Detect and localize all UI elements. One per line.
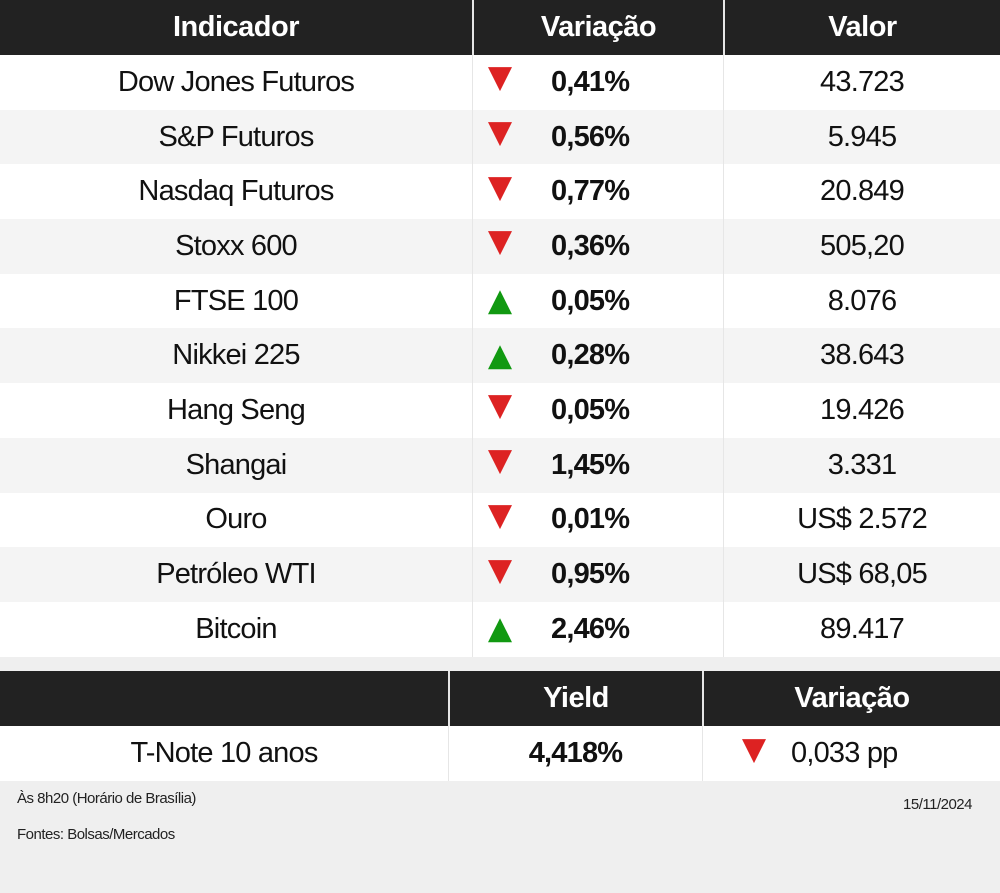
change-cell: 0,28% xyxy=(472,328,723,384)
down-arrow-icon xyxy=(488,176,512,201)
change-cell: 1,45% xyxy=(472,437,723,493)
bond-change-cell: 0,033 pp xyxy=(702,726,1000,781)
table-header: Indicador Variação Valor xyxy=(0,0,1000,55)
bond-name: T-Note 10 anos xyxy=(130,737,318,769)
header-variacao: Variação xyxy=(472,0,723,55)
change-value: 0,05% xyxy=(551,284,630,317)
indicator-name: Dow Jones Futuros xyxy=(117,65,355,98)
change-value: 1,45% xyxy=(551,448,630,481)
indicator-value: 5.945 xyxy=(723,109,1000,165)
change-cell: 0,95% xyxy=(472,547,723,602)
change-value: 0,77% xyxy=(551,175,630,208)
indicator-value: US$ 2.572 xyxy=(723,492,1000,548)
indicator-name: Nikkei 225 xyxy=(172,339,300,372)
bond-yield-table: Yield Variação T-Note 10 anos 4,418% 0,0… xyxy=(0,671,1000,781)
indicator-name: Petróleo WTI xyxy=(156,558,316,591)
down-arrow-icon xyxy=(488,122,512,147)
table-row: Ouro 0,01% US$ 2.572 xyxy=(0,492,1000,548)
table-row: Nikkei 225 0,28% 38.643 xyxy=(0,328,1000,384)
indicator-value: 8.076 xyxy=(723,273,1000,329)
change-cell: 0,01% xyxy=(472,492,723,548)
up-arrow-icon xyxy=(488,618,512,643)
indicator-name: S&P Futuros xyxy=(158,120,314,153)
header-indicador: Indicador xyxy=(172,11,300,43)
indicator-value: 19.426 xyxy=(723,383,1000,438)
table-row: Nasdaq Futuros 0,77% 20.849 xyxy=(0,164,1000,220)
table-row: T-Note 10 anos 4,418% 0,033 pp xyxy=(0,726,1000,781)
change-cell: 0,05% xyxy=(472,383,723,438)
change-cell: 0,05% xyxy=(472,273,723,329)
change-value: 0,05% xyxy=(551,393,630,426)
indicator-value: 89.417 xyxy=(723,601,1000,657)
change-cell: 0,41% xyxy=(472,55,723,110)
change-value: 0,36% xyxy=(551,229,630,262)
bond-yield: 4,418% xyxy=(448,726,702,781)
down-arrow-icon xyxy=(488,67,512,92)
market-indicators-table: Indicador Variação Valor Dow Jones Futur… xyxy=(0,0,1000,657)
down-arrow-icon xyxy=(488,504,512,529)
change-value: 0,56% xyxy=(551,120,630,153)
change-value: 0,01% xyxy=(551,503,630,536)
table-row: Dow Jones Futuros 0,41% 43.723 xyxy=(0,55,1000,110)
down-arrow-icon xyxy=(488,231,512,256)
indicator-value: 505,20 xyxy=(723,219,1000,274)
change-cell: 0,56% xyxy=(472,109,723,165)
change-value: 0,41% xyxy=(551,65,630,98)
change-cell: 0,36% xyxy=(472,219,723,274)
indicator-name: Hang Seng xyxy=(167,393,306,426)
down-arrow-icon xyxy=(488,450,512,475)
table-row: S&P Futuros 0,56% 5.945 xyxy=(0,109,1000,165)
header-variacao: Variação xyxy=(702,671,1000,726)
time-note: Às 8h20 (Horário de Brasília) xyxy=(17,790,196,807)
header-blank xyxy=(0,671,448,726)
table-body: Dow Jones Futuros 0,41% 43.723 S&P Futuros 0… xyxy=(0,55,1000,657)
header-valor: Valor xyxy=(723,0,1000,55)
up-arrow-icon xyxy=(488,344,512,369)
header-yield: Yield xyxy=(448,671,702,726)
indicator-value: 43.723 xyxy=(723,55,1000,110)
down-arrow-icon xyxy=(488,559,512,584)
table-row: Petróleo WTI 0,95% US$ 68,05 xyxy=(0,547,1000,602)
down-arrow-icon xyxy=(742,738,766,763)
date-label: 15/11/2024 xyxy=(903,796,972,813)
table-row: Stoxx 600 0,36% 505,20 xyxy=(0,219,1000,274)
indicator-value: 38.643 xyxy=(723,328,1000,384)
change-value: 0,28% xyxy=(551,339,630,372)
indicator-name: Shangai xyxy=(185,448,288,481)
change-value: 0,95% xyxy=(551,558,630,591)
indicator-name: Nasdaq Futuros xyxy=(138,175,334,208)
change-cell: 0,77% xyxy=(472,164,723,220)
table-row: FTSE 100 0,05% 8.076 xyxy=(0,273,1000,329)
indicator-value: 3.331 xyxy=(723,437,1000,493)
bond-table-header: Yield Variação xyxy=(0,671,1000,726)
indicator-value: US$ 68,05 xyxy=(723,547,1000,602)
indicator-name: Bitcoin xyxy=(195,612,277,645)
indicator-name: FTSE 100 xyxy=(173,284,299,317)
indicator-name: Ouro xyxy=(205,503,267,536)
change-value: 2,46% xyxy=(551,612,630,645)
sources-note: Fontes: Bolsas/Mercados xyxy=(17,826,175,843)
bond-change: 0,033 pp xyxy=(791,737,898,769)
indicator-value: 20.849 xyxy=(723,164,1000,220)
table-row: Bitcoin 2,46% 89.417 xyxy=(0,601,1000,657)
table-row: Shangai 1,45% 3.331 xyxy=(0,437,1000,493)
up-arrow-icon xyxy=(488,290,512,315)
indicator-name: Stoxx 600 xyxy=(175,229,298,262)
table-row: Hang Seng 0,05% 19.426 xyxy=(0,383,1000,438)
down-arrow-icon xyxy=(488,395,512,420)
change-cell: 2,46% xyxy=(472,601,723,657)
